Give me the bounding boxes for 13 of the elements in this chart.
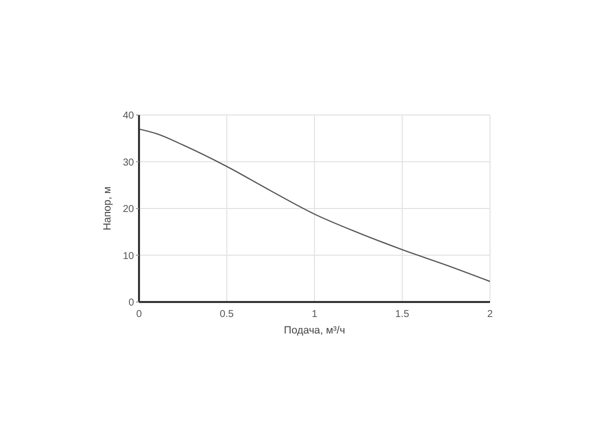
x-tick-label: 1 [312,309,318,320]
x-tick-label: 0.5 [220,309,234,320]
x-tick-label: 0 [136,309,142,320]
x-tick-label: 2 [487,309,494,320]
line-series [139,128,490,282]
y-tick-label: 0 [128,298,134,309]
y-axis-title: Напор, м [102,186,114,230]
y-tick-label: 10 [122,250,134,262]
x-tick-label: 1.5 [395,309,410,320]
y-tick-label: 40 [122,110,134,122]
x-axis-title: Подача, м³/ч [284,324,346,336]
y-tick-label: 30 [122,157,134,168]
y-tick-label: 20 [122,204,134,216]
